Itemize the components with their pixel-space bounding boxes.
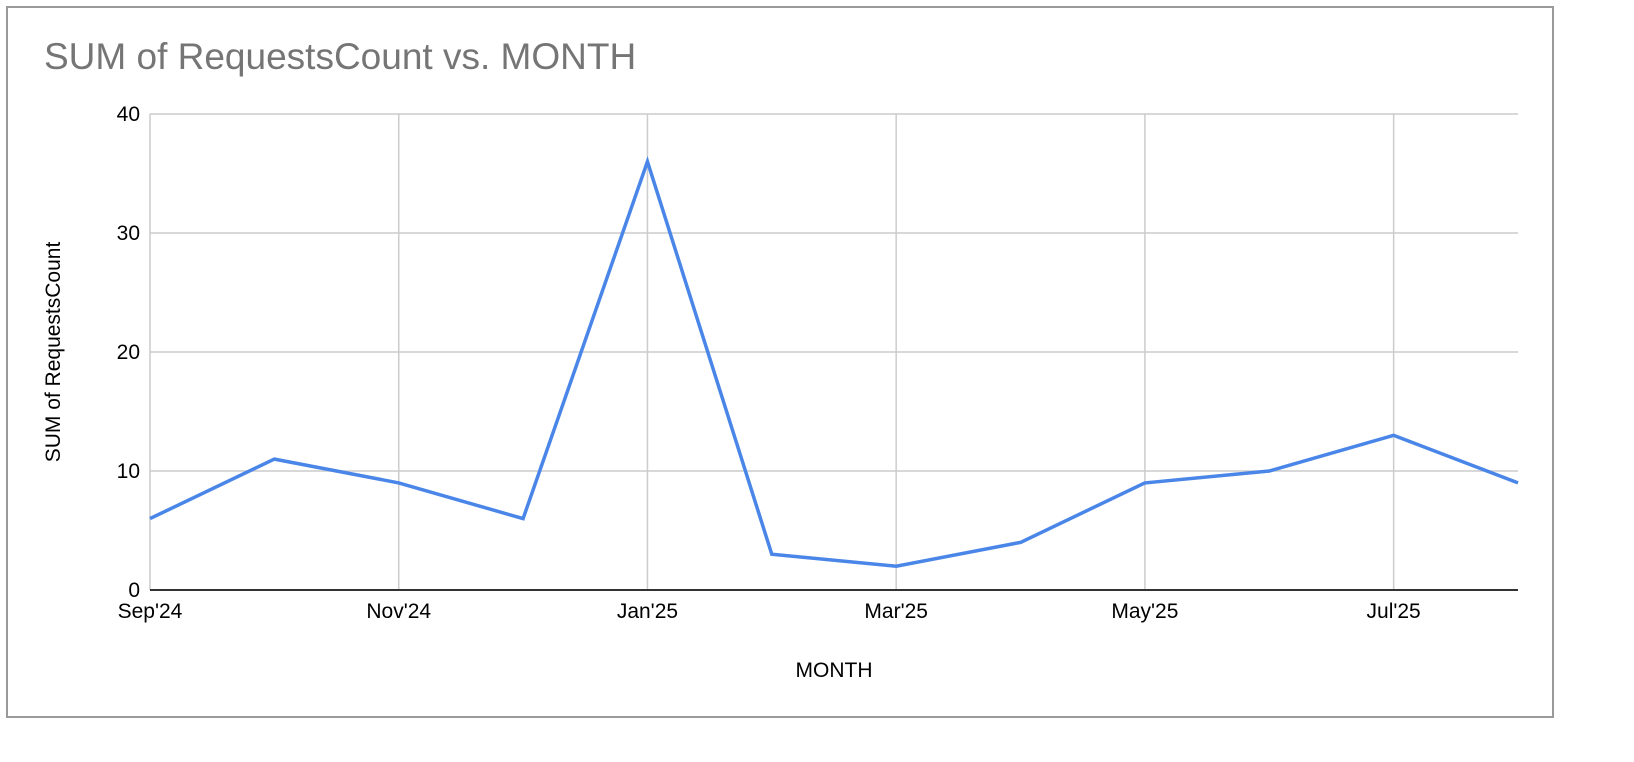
x-tick-label: Nov'24: [366, 600, 431, 623]
series-line: [149, 156, 1519, 568]
x-axis-title: MONTH: [796, 659, 873, 682]
x-tick-label: Jan'25: [617, 600, 678, 623]
y-axis-title: SUM of RequestsCount: [42, 242, 65, 463]
chart-title: SUM of RequestsCount vs. MONTH: [44, 36, 637, 77]
y-tick-label: 20: [117, 341, 140, 364]
y-tick-label: 10: [117, 460, 140, 483]
y-tick-label: 0: [128, 579, 140, 602]
x-tick-label: Jul'25: [1367, 600, 1421, 623]
series-layer: [149, 156, 1519, 568]
x-tick-label: May'25: [1111, 600, 1178, 623]
tick-labels: 0 10 20 30 40 Sep'24 Nov'24 Jan'25 Mar'25 May'25 J…: [117, 103, 1421, 623]
grid-lines: [150, 113, 1518, 590]
x-tick-label: Sep'24: [118, 600, 183, 623]
x-tick-label: Mar'25: [864, 600, 928, 623]
axes: [149, 114, 1518, 591]
y-tick-label: 30: [117, 222, 140, 245]
y-tick-label: 40: [117, 103, 140, 126]
chart-frame: [6, 6, 1554, 718]
